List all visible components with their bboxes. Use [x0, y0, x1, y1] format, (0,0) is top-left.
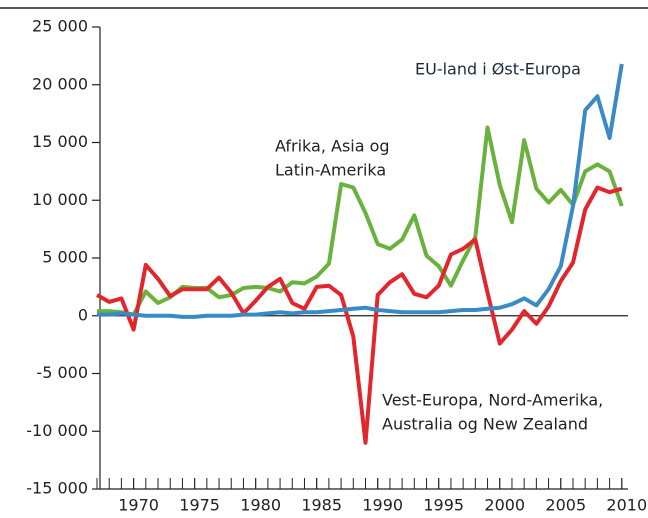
- y-tick-label: -5 000: [36, 363, 88, 382]
- y-tick-label: 15 000: [32, 132, 88, 151]
- x-tick-label: 1980: [240, 496, 281, 515]
- x-tick-label: 2010: [606, 496, 647, 515]
- series-label: Australia og New Zealand: [382, 415, 588, 434]
- y-tick-label: -15 000: [26, 479, 88, 498]
- y-tick-label: -10 000: [26, 421, 88, 440]
- series-label: Latin-Amerika: [275, 161, 386, 180]
- x-tick-label: 1985: [301, 496, 342, 515]
- series-line: [97, 63, 624, 319]
- x-tick-label: 1990: [362, 496, 403, 515]
- series-label: Afrika, Asia og: [275, 137, 390, 156]
- x-tick-label: 1970: [118, 496, 159, 515]
- y-tick-label: 25 000: [32, 17, 88, 36]
- series-line: [97, 125, 624, 317]
- y-tick-label: 0: [78, 305, 88, 324]
- x-tick-label: 1975: [179, 496, 220, 515]
- y-tick-label: 10 000: [32, 190, 88, 209]
- x-tick-label: 1995: [423, 496, 464, 515]
- y-tick-label: 5 000: [42, 248, 88, 267]
- series-line: [96, 185, 623, 445]
- series-label: EU-land i Øst-Europa: [415, 60, 581, 79]
- series-label: Vest-Europa, Nord-Amerika,: [382, 391, 603, 410]
- x-tick-label: 2000: [484, 496, 525, 515]
- y-tick-label: 20 000: [32, 74, 88, 93]
- x-tick-label: 2005: [545, 496, 586, 515]
